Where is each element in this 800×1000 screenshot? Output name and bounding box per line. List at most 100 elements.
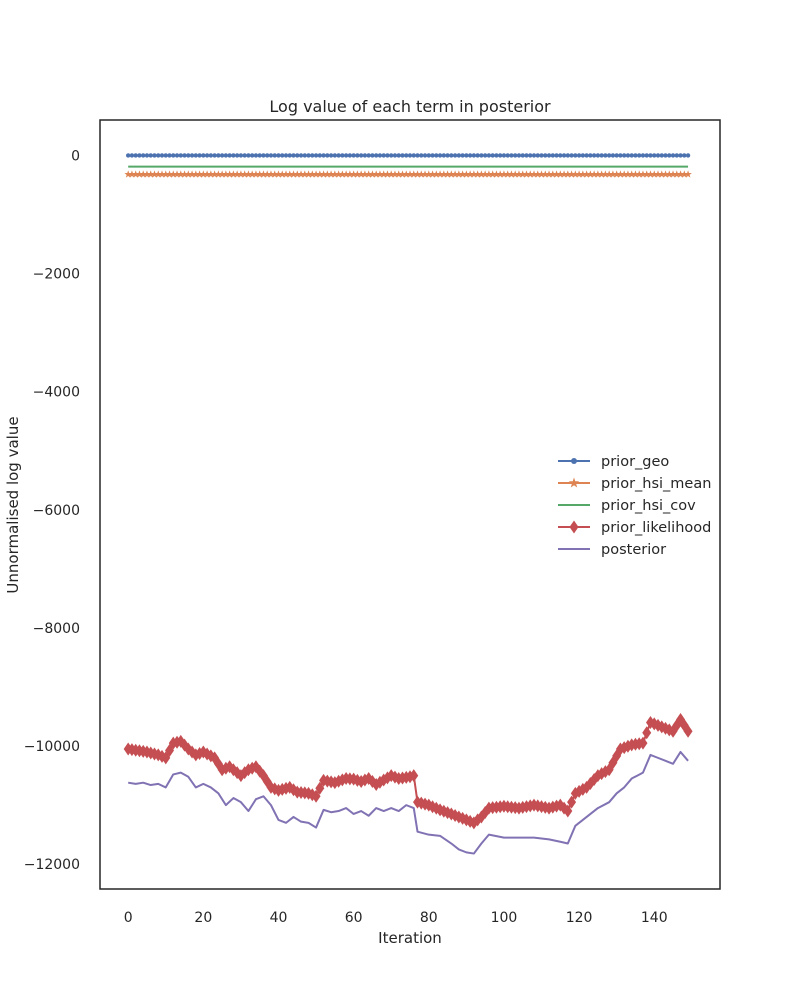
posterior-line <box>128 750 689 855</box>
prior-hsi-mean-point <box>552 170 561 178</box>
prior-hsi-mean-point <box>492 170 501 178</box>
prior-hsi-mean-point <box>304 170 313 178</box>
prior-hsi-mean-point <box>462 170 471 178</box>
prior-geo-point <box>246 153 251 158</box>
prior-geo-point <box>125 153 131 158</box>
prior-hsi-mean-point <box>387 170 396 178</box>
prior-hsi-mean-point <box>252 170 260 178</box>
prior-hsi-mean-point <box>642 170 651 178</box>
prior-geo-point <box>516 153 522 158</box>
prior-geo-point <box>452 153 458 158</box>
prior-geo-point <box>373 153 379 158</box>
series-prior-likelihood <box>123 712 693 830</box>
prior-geo-point <box>606 153 612 158</box>
legend-item-posterior: posterior <box>558 542 666 558</box>
prior-hsi-mean-point <box>278 170 287 178</box>
prior-geo-point <box>434 153 439 158</box>
prior-hsi-mean-point <box>139 170 148 178</box>
y-axis-title: Unnormalised log value <box>4 416 22 593</box>
prior-geo-point <box>291 153 296 158</box>
prior-hsi-mean-point <box>327 170 335 178</box>
prior-geo-point <box>148 153 153 158</box>
prior-geo-point <box>268 153 274 158</box>
prior-geo-point <box>569 153 574 158</box>
prior-geo-point <box>674 153 679 158</box>
prior-hsi-mean-point <box>203 170 211 178</box>
prior-geo-point <box>223 153 229 158</box>
prior-hsi-mean-point <box>161 170 170 178</box>
prior-hsi-mean-point <box>661 170 670 178</box>
prior-hsi-mean-point <box>300 170 309 178</box>
prior-hsi-mean-point <box>229 170 238 178</box>
prior-hsi-mean-point <box>447 170 456 178</box>
prior-hsi-mean-point <box>409 170 418 178</box>
prior-hsi-mean-point <box>582 170 591 178</box>
x-tick-label: 120 <box>566 910 593 926</box>
x-tick-label: 100 <box>491 910 518 926</box>
prior-geo-point <box>310 153 315 158</box>
prior-hsi-mean-point <box>624 170 632 178</box>
prior-geo-point <box>670 153 676 158</box>
legend-label: prior_geo <box>601 454 669 470</box>
prior-geo-point <box>381 153 386 158</box>
prior-geo-point <box>678 153 683 158</box>
prior-hsi-mean-point <box>428 170 437 178</box>
prior-hsi-mean-point <box>357 170 365 178</box>
prior-hsi-mean-point <box>654 170 662 178</box>
prior-geo-point <box>212 153 217 158</box>
prior-geo-point <box>471 153 477 158</box>
prior-hsi-mean-point <box>421 170 429 178</box>
prior-hsi-mean-point <box>263 170 272 178</box>
legend: prior_geo prior_hsi_mean prior_hsi_covprio… <box>558 454 711 558</box>
prior-geo-point <box>265 153 270 158</box>
prior-geo-point <box>400 153 405 158</box>
prior-hsi-mean-point <box>154 170 163 178</box>
prior-hsi-mean-point <box>165 170 174 178</box>
prior-geo-point <box>479 153 484 158</box>
prior-hsi-mean-point <box>282 170 290 178</box>
prior-hsi-mean-point <box>199 170 208 178</box>
prior-hsi-mean-point <box>533 170 542 178</box>
prior-geo-point <box>648 153 653 158</box>
prior-hsi-mean-point <box>176 170 185 178</box>
prior-geo-point <box>528 153 533 158</box>
prior-geo-point <box>663 153 668 158</box>
prior-geo-point <box>475 153 480 158</box>
prior-hsi-mean-point <box>571 170 580 178</box>
prior-geo-point <box>430 153 435 158</box>
prior-hsi-mean-point <box>270 170 279 178</box>
prior-geo-point <box>152 153 157 158</box>
prior-hsi-mean-point <box>402 170 411 178</box>
prior-geo-point <box>302 153 307 158</box>
prior-geo-point <box>633 153 638 158</box>
prior-hsi-mean-point <box>353 170 362 178</box>
prior-hsi-mean-point <box>372 170 380 178</box>
x-tick-labels: 0 20 40 60 80 100 120 140 <box>124 910 668 926</box>
prior-geo-point <box>513 153 518 158</box>
prior-geo-point <box>392 153 398 158</box>
prior-geo-point <box>178 153 183 158</box>
prior-geo-point <box>535 153 540 158</box>
prior-hsi-mean-point <box>609 170 617 178</box>
legend-label: prior_hsi_cov <box>601 498 696 514</box>
prior-hsi-mean-point <box>597 170 606 178</box>
prior-hsi-mean-point <box>579 170 587 178</box>
prior-hsi-mean-point <box>515 170 523 178</box>
prior-geo-point <box>347 153 353 158</box>
prior-geo-point <box>261 153 266 158</box>
x-tick-label: 40 <box>270 910 288 926</box>
prior-hsi-mean-point <box>650 170 659 178</box>
series-posterior <box>128 750 689 855</box>
prior-geo-point <box>287 153 292 158</box>
legend-item-prior-hsi-mean: prior_hsi_mean <box>558 476 711 492</box>
prior-geo-point <box>415 153 420 158</box>
prior-hsi-mean-point <box>222 170 230 178</box>
prior-geo-point <box>505 153 510 158</box>
prior-hsi-mean-point <box>458 170 467 178</box>
prior-geo-point <box>655 153 661 158</box>
prior-geo-point <box>129 153 135 158</box>
prior-hsi-mean-point <box>274 170 283 178</box>
prior-hsi-mean-point <box>545 170 553 178</box>
prior-hsi-mean-point <box>575 170 583 178</box>
prior-geo-point <box>490 153 495 158</box>
